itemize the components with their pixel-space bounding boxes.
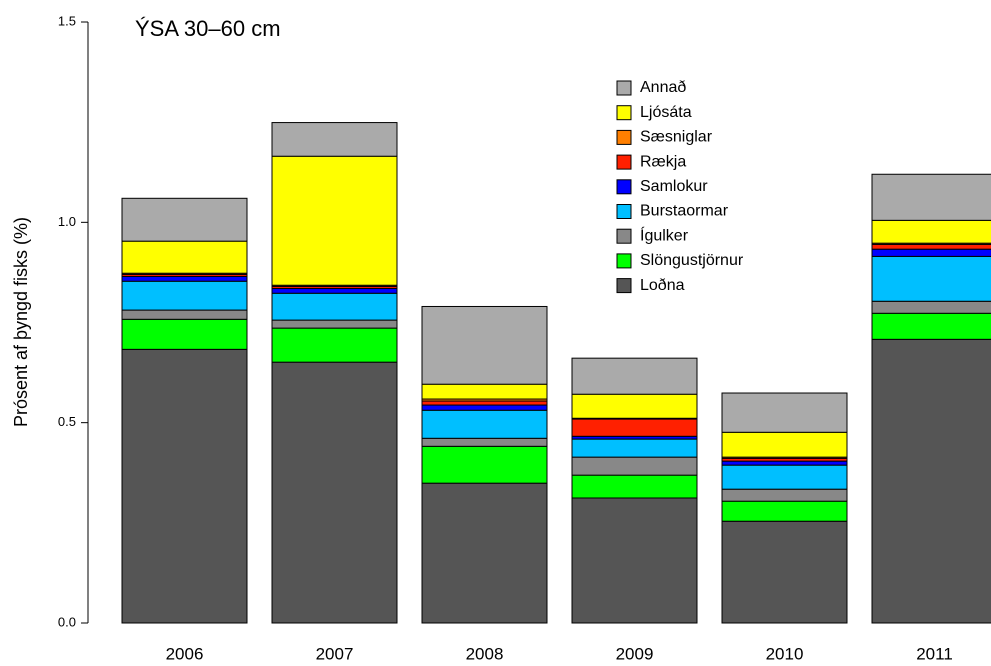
y-axis-label: Prósent af þyngd fisks (%)	[11, 217, 31, 427]
bar-segment	[121, 280, 248, 311]
bar-segment	[421, 383, 548, 400]
legend-swatch	[616, 154, 632, 170]
bar-segment	[271, 122, 398, 157]
legend-swatch	[616, 129, 632, 145]
bar-segment	[721, 488, 848, 502]
x-tick-label: 2011	[916, 644, 953, 663]
bar-segment	[271, 361, 398, 624]
bar-segment	[421, 409, 548, 439]
y-tick-label: 0.0	[58, 614, 76, 629]
legend-swatch	[616, 179, 632, 195]
legend-swatch	[616, 228, 632, 244]
legend-label: Slöngustjörnur	[640, 252, 744, 269]
legend-swatch	[616, 80, 632, 96]
bar-segment	[271, 287, 398, 294]
x-tick-label: 2010	[766, 644, 804, 663]
bar-segment	[271, 319, 398, 329]
bar-segment	[721, 464, 848, 490]
bar-segment	[871, 338, 991, 624]
bar-segment	[121, 197, 248, 242]
bar-segment	[871, 243, 991, 250]
bar-segment	[571, 393, 698, 419]
bar-segment	[121, 348, 248, 624]
x-tick-label: 2006	[166, 644, 204, 663]
bar-segment	[871, 219, 991, 244]
bar-segment	[571, 357, 698, 395]
y-tick-label: 1.5	[58, 13, 76, 28]
legend-label: Loðna	[640, 277, 685, 294]
bar-segment	[721, 431, 848, 458]
legend-label: Sæsniglar	[640, 129, 713, 146]
y-tick-label: 1.0	[58, 214, 76, 229]
bar-segment	[721, 460, 848, 466]
x-tick-label: 2007	[316, 644, 354, 663]
bar-segment	[571, 438, 698, 458]
bar-segment	[571, 456, 698, 476]
bar-segment	[721, 392, 848, 433]
bar-segment	[871, 248, 991, 257]
bar-segment	[421, 305, 548, 385]
x-tick-label: 2008	[466, 644, 504, 663]
legend-swatch	[616, 105, 632, 121]
bar-segment	[421, 482, 548, 624]
legend-swatch	[616, 278, 632, 294]
bar-segment	[571, 497, 698, 624]
legend-label: Burstaormar	[640, 203, 729, 220]
bar-segment	[721, 520, 848, 624]
legend-swatch	[616, 204, 632, 219]
bar-segment	[571, 474, 698, 499]
bar-segment	[421, 445, 548, 484]
chart-title: ÝSA 30–60 cm	[135, 16, 281, 41]
bar-segment	[121, 240, 248, 274]
bar-segment	[271, 327, 398, 363]
legend-label: Ígulker	[640, 225, 689, 244]
bar-segment	[421, 437, 548, 447]
bar-segment	[271, 292, 398, 321]
bar-segment	[871, 173, 991, 221]
bar-segment	[121, 275, 248, 282]
y-tick-label: 0.5	[58, 414, 76, 429]
legend-label: Annað	[640, 79, 686, 96]
bar-segment	[871, 255, 991, 302]
bar-segment	[871, 300, 991, 314]
bar-segment	[571, 418, 698, 437]
bar-segment	[421, 400, 548, 406]
legend-label: Rækja	[640, 153, 686, 170]
bar-segment	[271, 155, 398, 286]
legend-label: Samlokur	[640, 178, 708, 195]
bar-segment	[871, 312, 991, 340]
legend-swatch	[616, 253, 632, 269]
legend-label: Ljósáta	[640, 104, 692, 121]
x-tick-label: 2009	[616, 644, 654, 663]
bar-segment	[121, 309, 248, 320]
bar-segment	[721, 500, 848, 522]
bar-segment	[121, 318, 248, 350]
bar-segment	[421, 404, 548, 411]
